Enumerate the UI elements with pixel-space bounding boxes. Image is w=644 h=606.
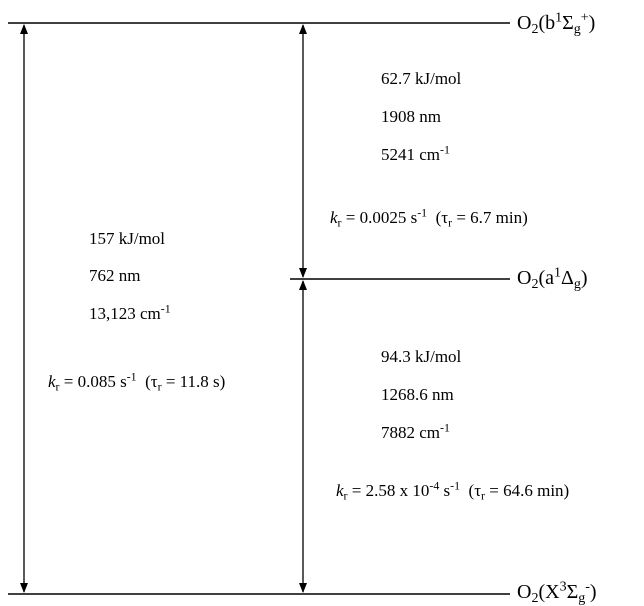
x-to-a-wavelength: 1268.6 nm bbox=[381, 385, 454, 404]
a-to-b-energy: 62.7 kJ/mol bbox=[381, 69, 462, 88]
state-label-a: O2(a1Δg) bbox=[517, 265, 588, 293]
state-label-x: O2(X3Σg-) bbox=[517, 579, 597, 606]
x-to-a-rate: kr = 2.58 x 10-4 s-1 (τr = 64.6 min) bbox=[336, 478, 570, 503]
x-to-b-wavenumber: 13,123 cm-1 bbox=[89, 301, 171, 323]
x-to-b-energy: 157 kJ/mol bbox=[89, 229, 166, 248]
x-to-b-rate: kr = 0.085 s-1 (τr = 11.8 s) bbox=[48, 369, 226, 394]
x-to-a-energy: 94.3 kJ/mol bbox=[381, 347, 462, 366]
a-to-b-wavelength: 1908 nm bbox=[381, 107, 441, 126]
x-to-b-wavelength: 762 nm bbox=[89, 266, 141, 285]
a-to-b-wavenumber: 5241 cm-1 bbox=[381, 142, 450, 164]
a-to-b-rate: kr = 0.0025 s-1 (τr = 6.7 min) bbox=[330, 205, 528, 230]
x-to-a-wavenumber: 7882 cm-1 bbox=[381, 420, 450, 442]
state-label-b: O2(b1Σg+) bbox=[517, 10, 596, 38]
